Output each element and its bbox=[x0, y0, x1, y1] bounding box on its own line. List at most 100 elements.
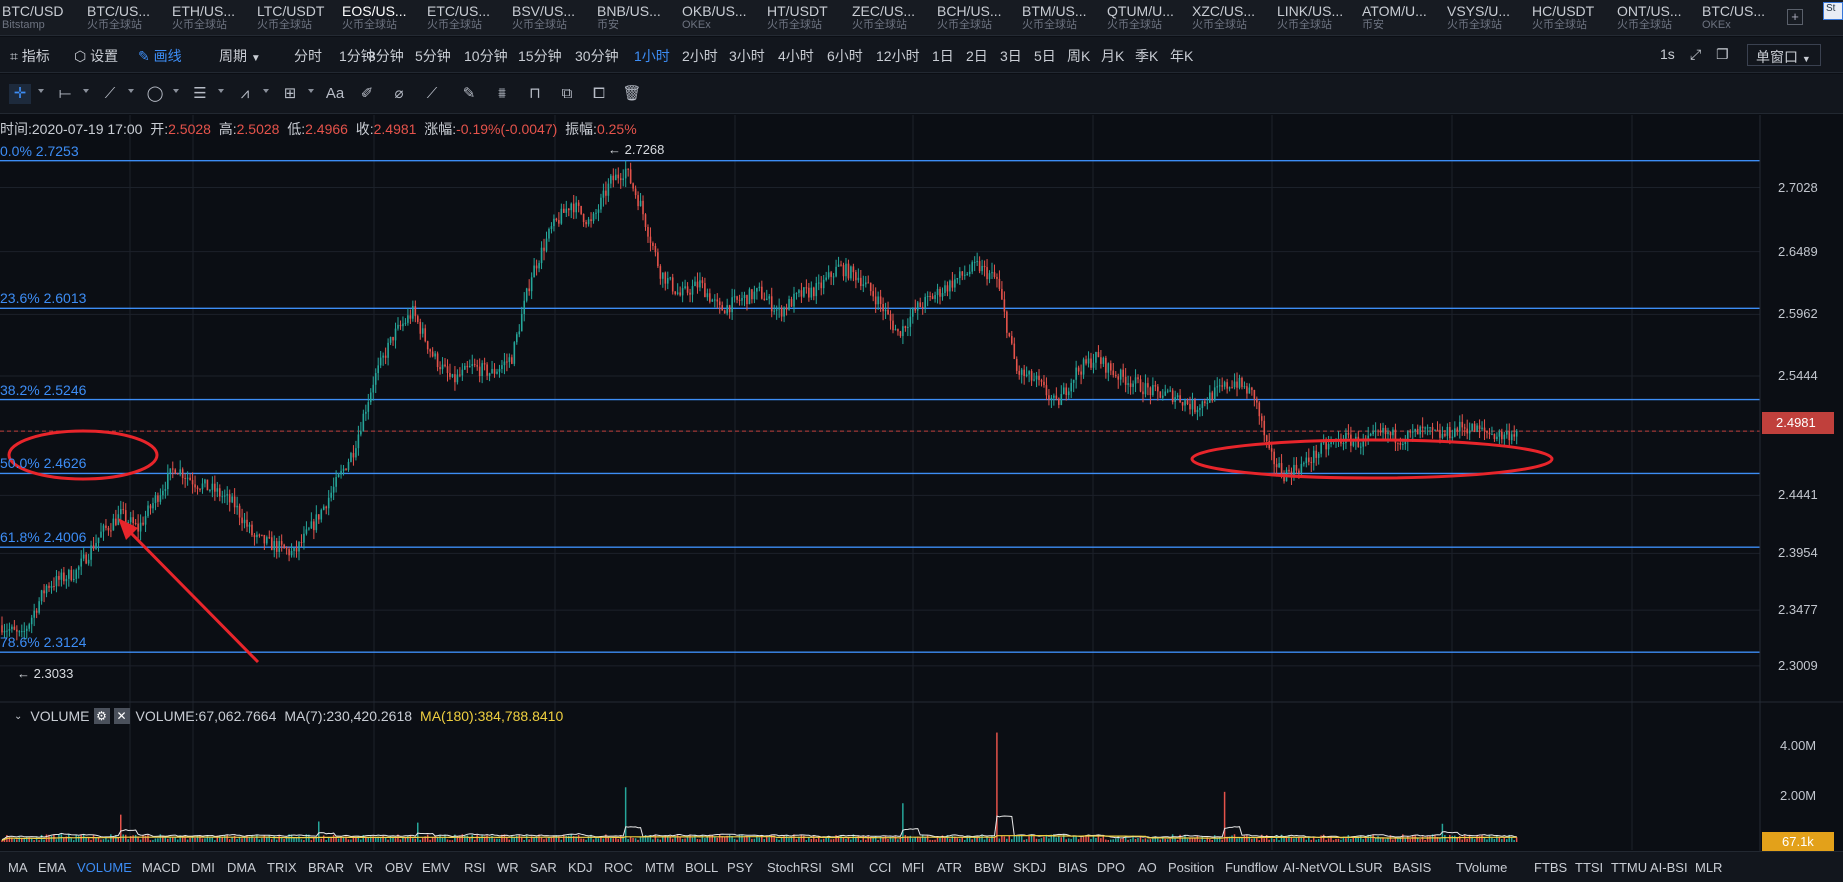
symbol-tab[interactable]: BTC/US... OKEx bbox=[1700, 0, 1785, 36]
layout-select[interactable]: 单窗口 ▼ bbox=[1747, 44, 1821, 66]
indicator-option[interactable]: BBW bbox=[974, 860, 1004, 875]
symbol-tab[interactable]: BSV/US... 火币全球站 bbox=[510, 0, 595, 36]
symbol-tab[interactable]: ETC/US... 火币全球站 bbox=[425, 0, 510, 36]
indicator-option[interactable]: EMA bbox=[38, 860, 67, 875]
indicator-option[interactable]: EMV bbox=[422, 860, 451, 875]
indicator-option[interactable]: BOLL bbox=[685, 860, 719, 875]
symbol-tab[interactable]: EOS/US... 火币全球站 bbox=[340, 0, 425, 36]
indicator-option[interactable]: MLR bbox=[1695, 860, 1723, 875]
template-icon[interactable]: ⧠ bbox=[592, 85, 605, 102]
symbol-tab[interactable]: ETH/US... 火币全球站 bbox=[170, 0, 255, 36]
symbol-tab[interactable]: BTC/US... 火币全球站 bbox=[85, 0, 170, 36]
symbol-tab[interactable]: ZEC/US... 火币全球站 bbox=[850, 0, 935, 36]
gear-icon[interactable]: ⚙ bbox=[93, 708, 110, 724]
indicator-option[interactable]: LSUR bbox=[1348, 860, 1383, 875]
period-option[interactable]: 1日 bbox=[932, 48, 954, 64]
indicator-option[interactable]: TTSI bbox=[1575, 860, 1604, 875]
eraser-icon[interactable]: ⌀ bbox=[394, 85, 404, 102]
close-icon[interactable]: ✕ bbox=[113, 708, 130, 724]
chevron-down-icon[interactable] bbox=[263, 89, 269, 93]
symbol-tab[interactable]: HC/USDT 火币全球站 bbox=[1530, 0, 1615, 36]
trash-icon[interactable]: 🗑 bbox=[622, 85, 642, 102]
indicator-option[interactable]: DPO bbox=[1097, 860, 1126, 875]
indicator-option[interactable]: BRAR bbox=[308, 860, 345, 875]
period-option[interactable]: 1小时 bbox=[634, 48, 670, 64]
period-option[interactable]: 3分钟 bbox=[368, 48, 404, 64]
period-option[interactable]: 3小时 bbox=[729, 48, 765, 64]
indicator-option[interactable]: VR bbox=[355, 860, 374, 875]
brush-icon[interactable]: ✐ bbox=[360, 85, 374, 102]
popout-icon[interactable]: ❐ bbox=[1716, 46, 1729, 62]
copy-icon[interactable]: ⧉ bbox=[561, 85, 573, 102]
symbol-tab[interactable]: BTM/US... 火币全球站 bbox=[1020, 0, 1105, 36]
settings-button[interactable]: ⬡ 设置 bbox=[74, 48, 119, 64]
symbol-tab[interactable]: QTUM/U... 火币全球站 bbox=[1105, 0, 1190, 36]
text-icon[interactable]: Aa bbox=[325, 85, 345, 102]
indicator-option[interactable]: SKDJ bbox=[1013, 860, 1047, 875]
chevron-down-icon[interactable] bbox=[38, 89, 44, 93]
period-option[interactable]: 30分钟 bbox=[575, 48, 619, 64]
corner-window-box[interactable]: St bbox=[1823, 2, 1843, 20]
indicator-option[interactable]: Position bbox=[1168, 860, 1215, 875]
symbol-tab[interactable]: ATOM/U... 币安 bbox=[1360, 0, 1445, 36]
indicator-option[interactable]: TRIX bbox=[267, 860, 297, 875]
indicator-option[interactable]: Fundflow bbox=[1225, 860, 1278, 875]
period-dropdown[interactable]: 周期 ▼ bbox=[219, 48, 261, 64]
period-option[interactable]: 月K bbox=[1101, 48, 1125, 64]
chart-canvas[interactable] bbox=[0, 115, 1843, 851]
indicator-option[interactable]: StochRSI bbox=[767, 860, 822, 875]
period-option[interactable]: 周K bbox=[1067, 48, 1091, 64]
symbol-tab[interactable]: BCH/US... 火币全球站 bbox=[935, 0, 1020, 36]
indicator-option[interactable]: ROC bbox=[604, 860, 633, 875]
symbol-tab[interactable]: ONT/US... 火币全球站 bbox=[1615, 0, 1700, 36]
period-option[interactable]: 分时 bbox=[294, 48, 322, 64]
period-option[interactable]: 6小时 bbox=[827, 48, 863, 64]
indicator-option[interactable]: MACD bbox=[142, 860, 181, 875]
period-option[interactable]: 季K bbox=[1135, 48, 1159, 64]
chevron-down-icon[interactable] bbox=[83, 89, 89, 93]
indicator-option[interactable]: MFI bbox=[902, 860, 925, 875]
pen-icon[interactable]: ✎ bbox=[462, 85, 476, 102]
indicator-option[interactable]: TTMU bbox=[1611, 860, 1648, 875]
indicator-option[interactable]: AI-BSI bbox=[1650, 860, 1688, 875]
indicator-option[interactable]: AO bbox=[1138, 860, 1157, 875]
indicator-option[interactable]: MTM bbox=[645, 860, 675, 875]
symbol-tab[interactable]: LINK/US... 火币全球站 bbox=[1275, 0, 1360, 36]
chevron-down-icon[interactable] bbox=[218, 89, 224, 93]
lock-icon[interactable]: ⊓ bbox=[529, 85, 541, 102]
period-option[interactable]: 5分钟 bbox=[415, 48, 451, 64]
ellipse-icon[interactable]: ◯ bbox=[146, 85, 164, 102]
indicator-option[interactable]: TVolume bbox=[1456, 860, 1508, 875]
indicator-option[interactable]: MA bbox=[8, 860, 28, 875]
period-option[interactable]: 1分钟 bbox=[339, 48, 375, 64]
period-option[interactable]: 3日 bbox=[1000, 48, 1022, 64]
indicator-option[interactable]: BIAS bbox=[1058, 860, 1088, 875]
fullscreen-icon[interactable]: ⤢ bbox=[1690, 46, 1702, 62]
interval-label[interactable]: 1s bbox=[1660, 46, 1675, 62]
draw-button[interactable]: ✎ 画线 bbox=[138, 48, 182, 64]
period-option[interactable]: 2小时 bbox=[682, 48, 718, 64]
period-option[interactable]: 15分钟 bbox=[518, 48, 562, 64]
period-option[interactable]: 年K bbox=[1170, 48, 1194, 64]
indicator-option[interactable]: CCI bbox=[869, 860, 892, 875]
period-option[interactable]: 4小时 bbox=[778, 48, 814, 64]
period-option[interactable]: 12小时 bbox=[876, 48, 920, 64]
symbol-tab[interactable]: VSYS/U... 火币全球站 bbox=[1445, 0, 1530, 36]
indicator-option[interactable]: BASIS bbox=[1393, 860, 1432, 875]
chevron-down-icon[interactable] bbox=[128, 89, 134, 93]
indicator-option[interactable]: KDJ bbox=[568, 860, 593, 875]
symbol-tab[interactable]: BTC/USD Bitstamp bbox=[0, 0, 85, 36]
ruler-icon[interactable]: ⟋ bbox=[426, 85, 438, 102]
chevron-down-icon[interactable] bbox=[308, 89, 314, 93]
indicator-option[interactable]: PSY bbox=[727, 860, 754, 875]
indicator-option[interactable]: SAR bbox=[530, 860, 557, 875]
fib-levels-icon[interactable]: ☰ bbox=[193, 85, 207, 102]
indicator-option[interactable]: ATR bbox=[937, 860, 963, 875]
add-tab-button[interactable]: + bbox=[1787, 9, 1803, 25]
indicator-option[interactable]: VOLUME bbox=[77, 860, 132, 875]
horizontal-line-icon[interactable]: ⟝ bbox=[58, 85, 72, 102]
indicator-option[interactable]: OBV bbox=[385, 860, 413, 875]
indicator-option[interactable]: DMI bbox=[191, 860, 215, 875]
period-option[interactable]: 10分钟 bbox=[464, 48, 508, 64]
symbol-tab[interactable]: XZC/US... 火币全球站 bbox=[1190, 0, 1275, 36]
